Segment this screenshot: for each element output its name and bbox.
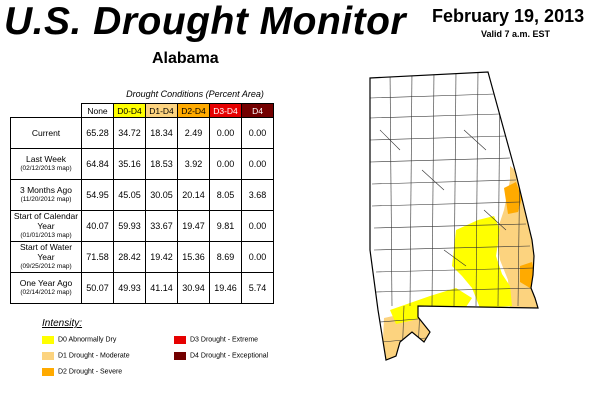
d0-region-central (452, 216, 512, 308)
state-name: Alabama (152, 50, 219, 67)
row-header: Start of Water Year (09/25/2012 map) (10, 241, 82, 273)
table-cell: 59.93 (113, 210, 146, 242)
table-cell: 5.74 (241, 272, 274, 304)
column-header: D0-D4 (113, 103, 146, 118)
legend-label-d2: D2 Drought - Severe (58, 368, 123, 376)
table-cell: 0.00 (209, 117, 242, 149)
state-outline (369, 71, 539, 361)
table-cell: 20.14 (177, 179, 210, 211)
table-cell: 28.42 (113, 241, 146, 273)
table-row: Start of Calendar Year (01/01/2013 map) 40… (10, 210, 274, 242)
table-cell: 15.36 (177, 241, 210, 273)
table-cell: 0.00 (241, 210, 274, 242)
column-header: D4 (241, 103, 274, 118)
row-header: Start of Calendar Year (01/01/2013 map) (10, 210, 82, 242)
column-header: D2-D4 (177, 103, 210, 118)
legend-item-d1: D1 Drought - Moderate (42, 352, 130, 360)
table-caption: Drought Conditions (Percent Area) (126, 89, 264, 99)
row-sublabel: (11/20/2012 map) (20, 196, 72, 203)
table-cell: 30.94 (177, 272, 210, 304)
table-row: Start of Water Year (09/25/2012 map) 71.58… (10, 241, 274, 273)
table-cell: 8.69 (209, 241, 242, 273)
table-header-row: None D0-D4 D1-D4 D2-D4 D3-D4 D4 (11, 103, 274, 118)
legend-title: Intensity: (42, 318, 83, 329)
row-header: Last Week (02/12/2013 map) (10, 148, 82, 180)
row-sublabel: (01/01/2013 map) (20, 232, 72, 239)
row-sublabel: (09/25/2012 map) (20, 263, 72, 270)
row-header: 3 Months Ago (11/20/2012 map) (10, 179, 82, 211)
table-cell: 40.07 (81, 210, 114, 242)
legend-label-d3: D3 Drought - Extreme (190, 336, 259, 344)
drought-conditions-table: None D0-D4 D1-D4 D2-D4 D3-D4 D4 Current 6… (10, 103, 274, 304)
row-label: 3 Months Ago (20, 185, 72, 195)
legend-swatch-d1 (42, 352, 54, 360)
table-cell: 0.00 (241, 148, 274, 180)
legend-swatch-d2 (42, 368, 54, 376)
legend-item-d4: D4 Drought - Exceptional (174, 352, 268, 360)
table-cell: 9.81 (209, 210, 242, 242)
table-cell: 71.58 (81, 241, 114, 273)
legend-swatch-d0 (42, 336, 54, 344)
column-header: D1-D4 (145, 103, 178, 118)
row-sublabel: (02/14/2012 map) (20, 289, 72, 296)
table-cell: 50.07 (81, 272, 114, 304)
legend-item-d0: D0 Abnormally Dry (42, 336, 116, 344)
table-cell: 8.05 (209, 179, 242, 211)
table-cell: 54.95 (81, 179, 114, 211)
table-row: 3 Months Ago (11/20/2012 map) 54.95 45.05 30… (10, 179, 274, 211)
row-label: Last Week (25, 154, 66, 164)
table-row: Last Week (02/12/2013 map) 64.84 35.16 18.53… (10, 148, 274, 180)
legend-swatch-d4 (174, 352, 186, 360)
table-cell: 18.53 (145, 148, 178, 180)
table-cell: 45.05 (113, 179, 146, 211)
alabama-drought-map (369, 71, 539, 361)
table-cell: 0.00 (209, 148, 242, 180)
legend-swatch-d3 (174, 336, 186, 344)
table-cell: 0.00 (241, 241, 274, 273)
column-header: None (81, 103, 114, 118)
table-corner (11, 104, 82, 118)
row-label: Current (31, 128, 61, 138)
table-cell: 19.47 (177, 210, 210, 242)
d2-region-east-upper (504, 182, 522, 214)
table-row: Current 65.28 34.72 18.34 2.49 0.00 0.00 (10, 117, 274, 149)
legend-label-d1: D1 Drought - Moderate (58, 352, 130, 360)
column-header: D3-D4 (209, 103, 242, 118)
table-cell: 0.00 (241, 117, 274, 149)
table-cell: 19.42 (145, 241, 178, 273)
legend-label-d0: D0 Abnormally Dry (58, 336, 117, 344)
legend-item-d2: D2 Drought - Severe (42, 368, 122, 376)
table-cell: 64.84 (81, 148, 114, 180)
row-label: Start of Calendar Year (13, 211, 79, 231)
table-cell: 3.92 (177, 148, 210, 180)
table-row: One Year Ago (02/14/2012 map) 50.07 49.93 41… (10, 272, 274, 304)
row-label: One Year Ago (19, 278, 73, 288)
table-cell: 41.14 (145, 272, 178, 304)
valid-time: Valid 7 a.m. EST (481, 29, 551, 39)
table-cell: 34.72 (113, 117, 146, 149)
row-header: One Year Ago (02/14/2012 map) (10, 272, 82, 304)
row-label: Start of Water Year (19, 242, 73, 262)
table-cell: 2.49 (177, 117, 210, 149)
legend-item-d3: D3 Drought - Extreme (174, 336, 258, 344)
table-cell: 30.05 (145, 179, 178, 211)
table-cell: 3.68 (241, 179, 274, 211)
table-cell: 33.67 (145, 210, 178, 242)
page-title: U.S. Drought Monitor (4, 0, 407, 43)
table-cell: 19.46 (209, 272, 242, 304)
row-sublabel: (02/12/2013 map) (20, 165, 72, 172)
map-date: February 19, 2013 (432, 6, 585, 26)
table-cell: 35.16 (113, 148, 146, 180)
legend-label-d4: D4 Drought - Exceptional (190, 352, 269, 360)
table-cell: 18.34 (145, 117, 178, 149)
table-cell: 65.28 (81, 117, 114, 149)
table-cell: 49.93 (113, 272, 146, 304)
row-header: Current (10, 117, 82, 149)
